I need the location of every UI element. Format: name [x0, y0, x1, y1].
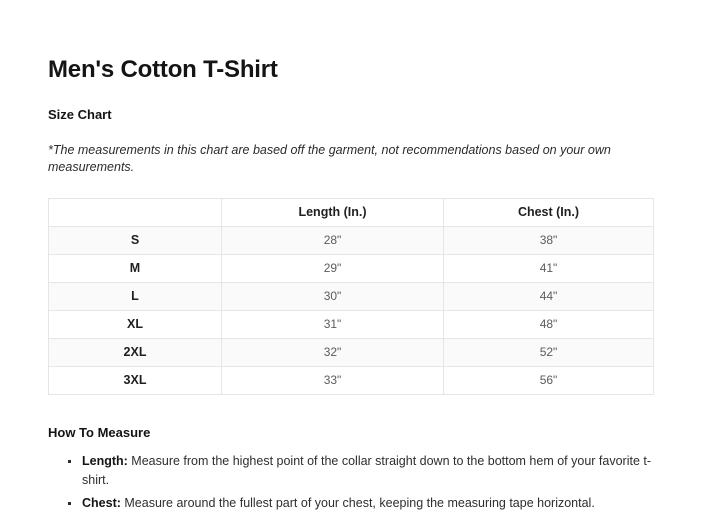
- how-to-measure-list: Length: Measure from the highest point o…: [48, 440, 672, 518]
- cell-length: 31": [221, 309, 444, 339]
- cell-length: 33": [221, 365, 444, 395]
- cell-size: S: [48, 225, 222, 255]
- table-row: 3XL 33" 56": [48, 365, 654, 395]
- cell-size: M: [48, 253, 222, 283]
- page-title: Men's Cotton T-Shirt: [48, 56, 278, 83]
- size-chart-heading: Size Chart: [48, 106, 112, 122]
- cell-size: L: [48, 281, 222, 311]
- cell-chest: 38": [443, 225, 654, 255]
- table-row: L 30" 44": [48, 281, 654, 311]
- measure-term: Length:: [82, 453, 128, 468]
- cell-chest: 52": [443, 337, 654, 367]
- list-item: Chest: Measure around the fullest part o…: [68, 494, 672, 517]
- bullet-icon: [68, 459, 71, 463]
- table-row: 2XL 32" 52": [48, 337, 654, 367]
- measure-term: Chest:: [82, 496, 121, 511]
- measure-text: Measure around the fullest part of your …: [120, 496, 595, 511]
- measure-text: Measure from the highest point of the co…: [82, 453, 652, 487]
- table-row: M 29" 41": [48, 253, 654, 283]
- cell-length: 32": [221, 337, 444, 367]
- cell-length: 28": [221, 225, 444, 255]
- how-to-measure-heading: How To Measure: [48, 424, 151, 440]
- bullet-icon: [68, 502, 71, 506]
- size-chart-table: Length (In.) Chest (In.) S 28" 38" M 29"…: [48, 197, 654, 395]
- cell-chest: 56": [443, 365, 654, 395]
- column-header-length: Length (In.): [221, 197, 444, 227]
- cell-length: 29": [221, 253, 444, 283]
- cell-size: XL: [48, 309, 222, 339]
- cell-chest: 41": [443, 253, 654, 283]
- list-item: Length: Measure from the highest point o…: [68, 452, 672, 495]
- column-header-chest: Chest (In.): [443, 197, 654, 227]
- cell-size: 3XL: [48, 365, 222, 395]
- cell-size: 2XL: [48, 337, 222, 367]
- size-chart-disclaimer: *The measurements in this chart are base…: [48, 142, 611, 174]
- table-row: XL 31" 48": [48, 309, 654, 339]
- cell-chest: 48": [443, 309, 654, 339]
- table-header-row: Length (In.) Chest (In.): [48, 197, 654, 227]
- table-row: S 28" 38": [48, 225, 654, 255]
- column-header-size: [48, 197, 222, 227]
- cell-length: 30": [221, 281, 444, 311]
- cell-chest: 44": [443, 281, 654, 311]
